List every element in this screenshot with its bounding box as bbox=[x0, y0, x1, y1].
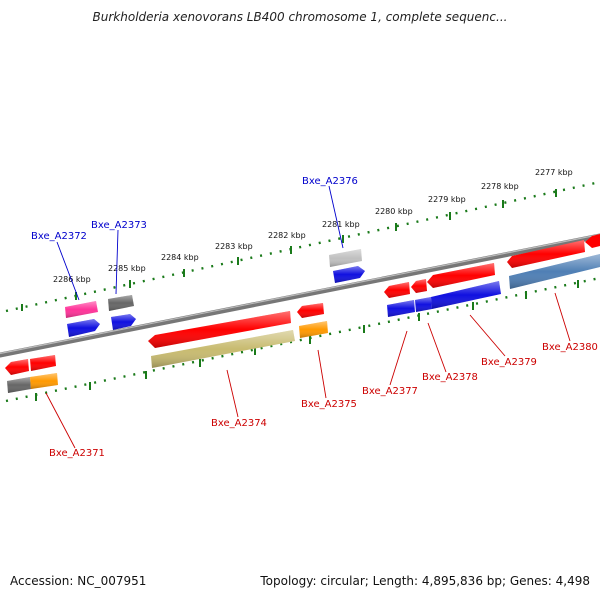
gene-label-bxe-a2376[interactable]: Bxe_A2376 bbox=[302, 176, 358, 187]
map-title: Burkholderia xenovorans LB400 chromosome… bbox=[92, 10, 508, 24]
gene-bxe-a2380[interactable] bbox=[507, 234, 600, 289]
gene-label-bxe-a2371[interactable]: Bxe_A2371 bbox=[49, 448, 105, 459]
ruler-label: 2277 kbp bbox=[535, 168, 573, 177]
gene-bxe-a2376[interactable] bbox=[329, 249, 365, 283]
gene-bxe-a2374[interactable] bbox=[148, 311, 295, 368]
gene-label-bxe-a2373[interactable]: Bxe_A2373 bbox=[91, 220, 147, 231]
ruler-label: 2286 kbp bbox=[53, 275, 91, 284]
bottom-label-leaders bbox=[45, 292, 571, 449]
lower-ruler-track bbox=[5, 276, 600, 403]
gene-label-bxe-a2378[interactable]: Bxe_A2378 bbox=[422, 372, 478, 383]
upper-ruler-track bbox=[5, 180, 600, 313]
ruler-label: 2285 kbp bbox=[108, 264, 146, 273]
ruler-label: 2282 kbp bbox=[268, 231, 306, 240]
lower-ruler-major-ticks bbox=[35, 280, 579, 401]
accession-text: Accession: NC_007951 bbox=[10, 574, 147, 588]
gene-bxe-a2371[interactable] bbox=[5, 355, 58, 393]
ruler-label: 2284 kbp bbox=[161, 253, 199, 262]
gene-label-bxe-a2375[interactable]: Bxe_A2375 bbox=[301, 399, 357, 410]
gene-label-bxe-a2380[interactable]: Bxe_A2380 bbox=[542, 342, 598, 353]
top-label-leaders bbox=[56, 185, 344, 301]
gene-label-bxe-a2379[interactable]: Bxe_A2379 bbox=[481, 357, 537, 368]
gene-bxe-a2375[interactable] bbox=[297, 303, 328, 338]
ruler-label: 2283 kbp bbox=[215, 242, 253, 251]
ruler-label: 2279 kbp bbox=[428, 195, 466, 204]
chromosome-backbone-highlight bbox=[0, 233, 600, 355]
gene-bxe-a2379[interactable] bbox=[427, 263, 501, 309]
gene-bxe-a2378[interactable] bbox=[411, 279, 432, 312]
gene-bxe-a2373[interactable] bbox=[108, 295, 136, 330]
gene-label-bxe-a2377[interactable]: Bxe_A2377 bbox=[362, 386, 418, 397]
topology-summary-text: Topology: circular; Length: 4,895,836 bp… bbox=[260, 574, 590, 588]
gene-label-bxe-a2374[interactable]: Bxe_A2374 bbox=[211, 418, 267, 429]
gene-bxe-a2372[interactable] bbox=[65, 301, 100, 337]
gene-label-bxe-a2372[interactable]: Bxe_A2372 bbox=[31, 231, 87, 242]
chromosome-backbone bbox=[0, 233, 600, 358]
ruler-label: 2281 kbp bbox=[322, 220, 360, 229]
ruler-label: 2278 kbp bbox=[481, 182, 519, 191]
ruler-label: 2280 kbp bbox=[375, 207, 413, 216]
gene-bxe-a2377[interactable] bbox=[384, 282, 415, 317]
feature-gene[interactable] bbox=[585, 234, 600, 248]
